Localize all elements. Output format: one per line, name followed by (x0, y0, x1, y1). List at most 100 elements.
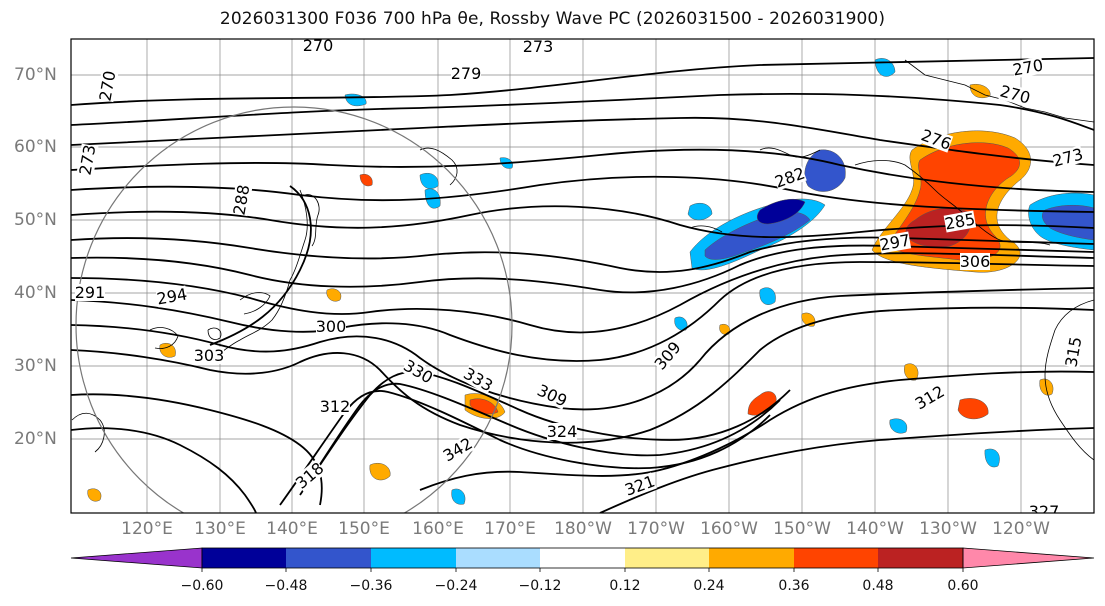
colorbar-segment (286, 548, 371, 568)
contour-label-group: 303 (194, 346, 225, 365)
colorbar-tick-label: 0.36 (778, 578, 810, 594)
reference-circle (75, 106, 513, 513)
shaded-region (704, 211, 811, 260)
lon-tick-label: 160°E (412, 519, 464, 539)
colorbar-tick-label: 0.60 (947, 578, 979, 594)
coastline (1044, 299, 1094, 461)
contour-label-group: 285 (943, 209, 976, 233)
coastline (213, 189, 308, 359)
contour-label-bg (1029, 503, 1059, 513)
contour-label-bg (960, 253, 990, 270)
chart-title: 2026031300 F036 700 hPa θe, Rossby Wave … (219, 9, 886, 29)
shaded-region (451, 488, 466, 505)
contour-label-bg (76, 143, 99, 177)
contour-label-bg (75, 284, 105, 301)
contour-label-bg (230, 183, 253, 217)
shaded-region (159, 342, 176, 358)
contour-label-bg (401, 356, 436, 387)
contour-label-bg (1051, 145, 1085, 170)
contour-label: 303 (194, 346, 225, 365)
shaded-region (419, 172, 439, 189)
lat-tick-label: 60°N (14, 137, 57, 157)
colorbar-segment (371, 548, 456, 568)
coastline (71, 412, 105, 453)
shaded-region (719, 324, 731, 335)
shaded-region (759, 287, 776, 305)
colorbar-tick-label: −0.60 (180, 578, 224, 594)
contour-label-group: 270 (1011, 55, 1044, 79)
colorbar-segment (878, 548, 963, 568)
contour-label-group: 288 (229, 183, 253, 216)
contour-label-group: 324 (547, 422, 578, 441)
contour-label-bg (1011, 56, 1045, 79)
contour-label-bg (96, 69, 119, 103)
lat-tick-label: 40°N (14, 283, 57, 303)
theta-e-contour (71, 148, 1094, 193)
colorbar-tick-label: −0.12 (518, 578, 562, 594)
contour-label: 270 (303, 36, 334, 55)
colorbar-extend-low (70, 547, 203, 569)
lon-tick-label: 130°E (194, 519, 246, 539)
contour-label-group: 270 (303, 36, 334, 55)
shaded-region (687, 203, 713, 221)
contour-label-group: 306 (960, 252, 991, 271)
lon-tick-label: 170°E (484, 519, 536, 539)
contour-label-bg (998, 82, 1032, 107)
coastline (207, 327, 222, 340)
shaded-region (984, 448, 1000, 468)
colorbar-segment (709, 548, 794, 568)
colorbar-segment (625, 548, 709, 568)
colorbar-tick-label: 0.24 (693, 578, 725, 594)
map-background (71, 39, 1094, 513)
shaded-region (369, 462, 391, 481)
colorbar-tick-label: −0.48 (264, 578, 308, 594)
lon-tick-label: 140°W (846, 519, 904, 539)
contour-label-bg (451, 65, 481, 82)
contour-label-bg (155, 285, 189, 308)
theta-e-contour (71, 57, 1094, 106)
colorbar-frame (201, 547, 964, 569)
lon-tick-label: 150°W (773, 519, 831, 539)
colorbar-tick-label: 0.48 (862, 578, 894, 594)
theta-e-contour (279, 390, 771, 506)
contour-label: 312 (320, 397, 351, 416)
reference-circle-outline (75, 106, 513, 513)
lon-tick-label: 130°W (919, 519, 977, 539)
shaded-region (359, 174, 373, 187)
theta-e-contour (309, 370, 791, 481)
theta-e-contour (71, 261, 1094, 362)
contour-label: 324 (547, 422, 578, 441)
colorbar-tick-label: −0.36 (349, 578, 393, 594)
theta-e-contour (71, 287, 1094, 411)
contour-label-bg (320, 398, 350, 415)
contour-label-bg (523, 39, 553, 55)
contour-label-bg (878, 231, 912, 254)
lon-tick-label: 140°E (266, 519, 318, 539)
contour-label-bg (316, 318, 346, 335)
contour-label-bg (547, 423, 577, 440)
contour-label: 300 (316, 317, 347, 336)
contour-label: 279 (451, 64, 482, 83)
theta-e-contour (209, 185, 312, 346)
contour-label-bg (912, 382, 947, 413)
lon-tick-label: 150°E (338, 519, 390, 539)
theta-e-contour (599, 427, 1094, 513)
theta-e-contour (71, 306, 1094, 444)
contour-label-bg (919, 126, 954, 153)
colorbar-segment (456, 548, 540, 568)
map-frame (70, 38, 1095, 514)
shaded-region (957, 398, 989, 420)
shaded-region (904, 363, 919, 381)
contour-label-group: 297 (878, 230, 911, 254)
contour-label-bg (292, 459, 327, 492)
contour-label-group: 327 (1029, 502, 1059, 513)
contour-label-bg (535, 381, 570, 410)
shaded-region (1042, 205, 1094, 241)
contour-label-bg (194, 347, 224, 364)
theta-e-contour (71, 252, 1094, 334)
colorbar-tick-label: 0.12 (609, 578, 641, 594)
theta-e-contour (299, 382, 781, 496)
lon-tick-label: 120°W (992, 519, 1050, 539)
theta-e-contour (71, 92, 1094, 131)
coastlines (71, 59, 1094, 461)
